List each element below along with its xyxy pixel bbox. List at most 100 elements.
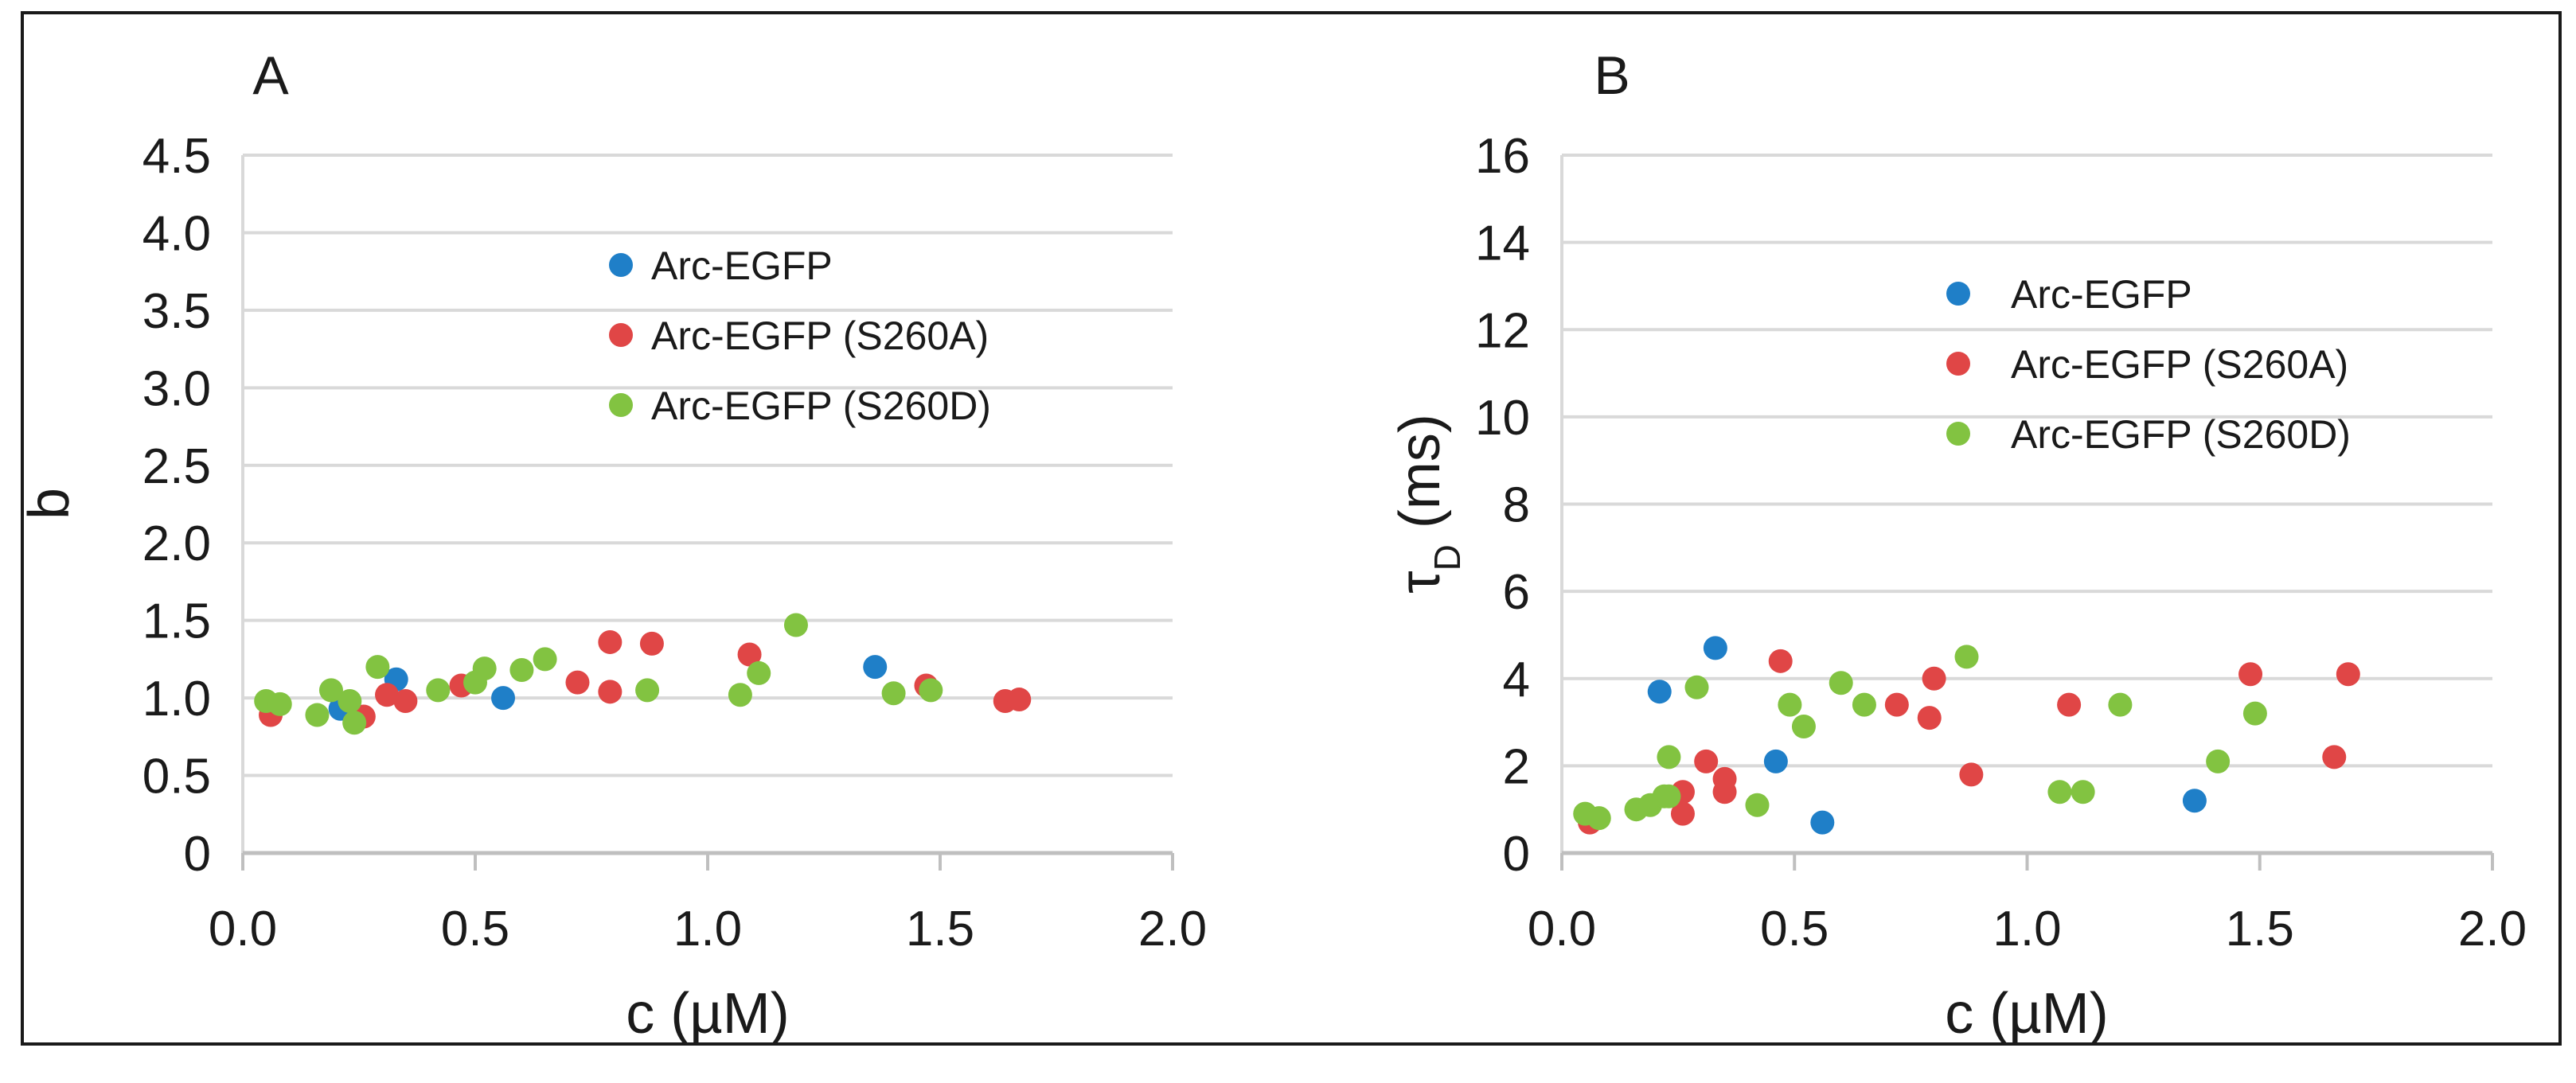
series-2: [1578, 649, 2360, 835]
data-point: [1763, 749, 1788, 773]
data-point: [747, 660, 771, 685]
data-point: [2108, 692, 2133, 717]
data-point: [565, 670, 590, 695]
data-point: [783, 613, 808, 637]
legend-label: Arc-EGFP (S260A): [651, 314, 989, 358]
data-point: [1791, 715, 1816, 739]
x-tick-label: 0.0: [209, 902, 277, 956]
data-point: [2322, 745, 2347, 769]
data-point: [598, 680, 623, 704]
data-point: [1829, 671, 1853, 695]
data-point: [1657, 745, 1681, 769]
legend-marker: [609, 393, 633, 417]
data-point: [1587, 806, 1611, 831]
data-point: [533, 647, 557, 672]
data-point: [1810, 810, 1835, 835]
y-tick-label: 16: [1475, 129, 1530, 184]
data-point: [365, 655, 390, 680]
panel-label: A: [252, 45, 289, 106]
y-axis-label-unit: (ms): [1388, 414, 1452, 544]
data-point: [2057, 692, 2082, 717]
legend-label: Arc-EGFP (S260A): [2011, 342, 2348, 387]
y-tick-label: 10: [1475, 391, 1530, 446]
data-point: [1712, 780, 1737, 804]
x-tick-label: 1.5: [906, 902, 974, 956]
data-point: [1703, 636, 1727, 660]
data-point: [472, 656, 497, 681]
data-point: [2206, 749, 2231, 773]
data-point: [1657, 784, 1681, 808]
panel-a: A 0 0.5 1.0 1.5 2.0 2.5 3.0 3.5 4.0 4.5 0.0 0.5 1.0 1.…: [18, 45, 1207, 1046]
x-tick-label: 2.0: [1138, 902, 1207, 956]
y-tick-label: 6: [1503, 565, 1530, 620]
x-tick-label: 0.0: [1528, 902, 1596, 956]
y-tick-label: 1.5: [142, 594, 211, 649]
x-tick-label: 1.0: [673, 902, 742, 956]
y-tick-label: 3.0: [142, 361, 211, 416]
y-tick-label: 0.5: [142, 750, 211, 804]
legend-marker: [1946, 352, 1970, 376]
y-tick-label: 4.5: [142, 129, 211, 184]
data-point: [1884, 692, 1909, 717]
y-tick-label: 2.0: [142, 516, 211, 571]
series-1: [1647, 636, 2207, 835]
y-tick-label: 0: [1503, 827, 1530, 882]
y-tick-label: 4: [1503, 653, 1530, 707]
y-tick-label: 2.5: [142, 439, 211, 494]
legend-label: Arc-EGFP: [2011, 272, 2192, 317]
legend-label: Arc-EGFP (S260D): [2011, 412, 2351, 457]
data-point: [2238, 662, 2263, 687]
data-point: [509, 658, 534, 683]
data-point: [1768, 649, 1793, 673]
figure-frame: [21, 11, 2562, 1046]
data-point: [863, 655, 888, 680]
y-tick-label: 14: [1475, 216, 1530, 271]
y-tick-label: 3.5: [142, 284, 211, 339]
x-tick-label: 1.0: [1992, 902, 2061, 956]
data-point: [338, 689, 362, 714]
data-point: [2336, 662, 2360, 687]
legend-label: Arc-EGFP: [651, 243, 833, 288]
x-tick-label: 0.5: [441, 902, 509, 956]
y-axis-label: τD (ms): [1388, 414, 1468, 594]
data-point: [2182, 789, 2207, 813]
data-point: [342, 711, 367, 735]
y-axis-label: b: [18, 488, 81, 520]
data-point: [267, 691, 292, 716]
legend-marker: [609, 323, 633, 347]
data-point: [598, 629, 623, 654]
data-point: [2242, 701, 2267, 726]
data-point: [728, 683, 752, 707]
y-axis-label-subscript: D: [1427, 544, 1468, 571]
data-point: [881, 681, 906, 706]
data-point: [919, 678, 943, 703]
data-point: [1684, 675, 1709, 699]
data-point: [737, 642, 762, 667]
data-point: [635, 678, 660, 703]
y-tick-label: 1.0: [142, 672, 211, 727]
data-point: [1647, 680, 1672, 704]
y-tick-label: 12: [1475, 303, 1530, 358]
y-tick-label: 8: [1503, 478, 1530, 533]
data-point: [1852, 692, 1876, 717]
data-point: [639, 631, 664, 656]
x-tick-label: 1.5: [2226, 902, 2294, 956]
data-point: [393, 689, 418, 714]
series-3: [254, 613, 943, 735]
y-tick-label: 2: [1503, 739, 1530, 794]
y-tick-label: 0: [184, 827, 211, 882]
data-point: [1745, 793, 1770, 817]
data-point: [1007, 688, 1032, 712]
legend-label: Arc-EGFP (S260D): [651, 384, 991, 428]
data-point: [1694, 749, 1719, 773]
data-point: [1959, 762, 1984, 787]
legend-marker: [609, 253, 633, 277]
panel-label: B: [1594, 45, 1630, 106]
y-tick-label: 4.0: [142, 206, 211, 261]
data-point: [2047, 780, 2072, 804]
data-point: [318, 678, 343, 703]
data-point: [1670, 801, 1695, 826]
data-point: [1922, 666, 1946, 691]
data-point: [1954, 645, 1979, 669]
